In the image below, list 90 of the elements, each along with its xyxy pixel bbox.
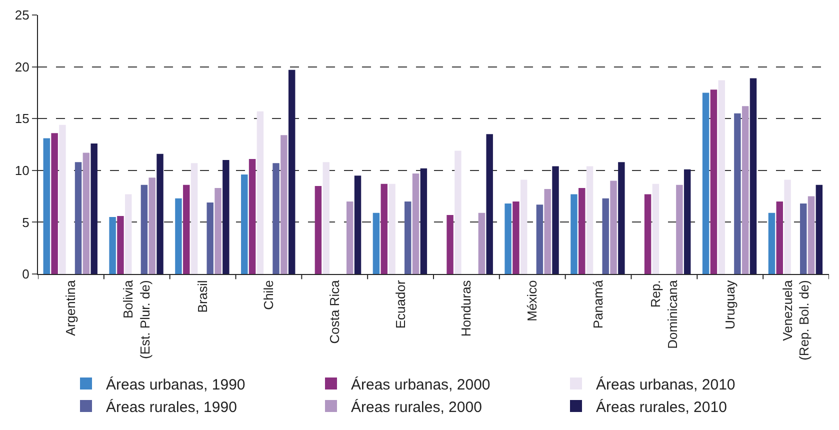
bar: [74, 162, 82, 274]
bar: [512, 201, 520, 274]
bar: [676, 184, 683, 274]
bar: [486, 134, 493, 274]
y-tick-label: 5: [22, 214, 30, 230]
bar: [816, 184, 823, 274]
bar: [454, 150, 462, 274]
bar: [248, 159, 256, 274]
bar: [206, 202, 214, 274]
x-tick-label: Bolivia (Est. Plur. de): [120, 279, 153, 359]
bar: [322, 162, 330, 274]
bar: [90, 143, 98, 274]
bar: [214, 188, 222, 274]
x-tick-label: Chile: [260, 280, 276, 310]
bar: [618, 162, 625, 274]
bar: [536, 204, 544, 274]
bar: [380, 184, 388, 274]
bar: [734, 113, 741, 274]
bar: [776, 201, 783, 274]
bar: [552, 166, 559, 274]
bar: [140, 184, 148, 274]
bar: [570, 194, 578, 274]
x-tick-label: Uruguay: [722, 280, 738, 330]
bar: [808, 196, 815, 274]
bar: [702, 92, 710, 274]
y-tick-label: 25: [14, 8, 30, 23]
bar: [684, 169, 691, 274]
bar: [272, 163, 280, 274]
x-tick-label: Panamá: [590, 279, 606, 329]
bar: [388, 184, 396, 274]
bar: [446, 214, 454, 274]
y-tick-label: 10: [14, 162, 30, 178]
bar: [504, 204, 512, 274]
legend-label: Áreas urbanas, 1990: [106, 375, 246, 394]
bar: [602, 198, 609, 274]
bar: [156, 154, 164, 274]
x-tick-label: Costa Rica: [326, 279, 342, 344]
bar: [578, 188, 586, 274]
bar: [280, 135, 288, 274]
bar: [652, 184, 660, 274]
bar: [412, 174, 420, 274]
legend-label: Áreas rurales, 2000: [351, 398, 482, 416]
bar: [183, 184, 190, 274]
bar: [478, 212, 486, 274]
y-tick-label: 0: [22, 266, 30, 282]
bar: [710, 90, 718, 274]
y-tick-label: 15: [14, 111, 30, 126]
x-tick-label: Argentina: [63, 279, 78, 336]
bar: [586, 166, 594, 274]
bar: [241, 174, 248, 274]
x-tick-label: Rep. Dominicana: [648, 279, 680, 349]
bar: [420, 168, 428, 274]
bar: [109, 217, 116, 274]
bar: [742, 106, 749, 274]
bar: [404, 201, 412, 274]
bar: [800, 204, 807, 274]
bar: [718, 80, 725, 274]
bar: [520, 180, 528, 274]
bar: [148, 178, 156, 274]
bar: [314, 186, 322, 274]
bar: [288, 70, 296, 274]
bar: [125, 194, 132, 274]
bar: [175, 198, 182, 274]
legend-label: Áreas urbanas, 2000: [351, 375, 490, 394]
bar: [768, 212, 776, 274]
x-tick-label: Venezuela (Rep. Bol. de): [780, 279, 812, 360]
bar: [59, 124, 66, 274]
x-tick-label: México: [524, 280, 540, 322]
x-tick-label: Honduras: [458, 280, 474, 337]
x-tick-label: Ecuador: [392, 280, 408, 329]
bar: [43, 138, 50, 274]
bar: [117, 216, 124, 274]
bar: [372, 212, 380, 274]
bar: [544, 189, 551, 274]
legend-label: Áreas rurales, 2010: [596, 398, 727, 416]
x-tick-label: Brasil: [195, 280, 210, 313]
bar: [354, 176, 362, 274]
bar: [610, 180, 617, 274]
bar: [190, 163, 198, 274]
bar: [784, 180, 791, 274]
bar: [82, 152, 90, 274]
bar: [51, 133, 58, 274]
legend-label: Áreas rurales, 1990: [106, 398, 237, 416]
bar: [644, 194, 652, 274]
bar: [222, 160, 230, 274]
bar: [750, 78, 757, 274]
bar: [256, 111, 264, 274]
bar: [346, 201, 354, 274]
legend-label: Áreas urbanas, 2010: [596, 375, 736, 394]
y-tick-label: 20: [14, 59, 30, 74]
